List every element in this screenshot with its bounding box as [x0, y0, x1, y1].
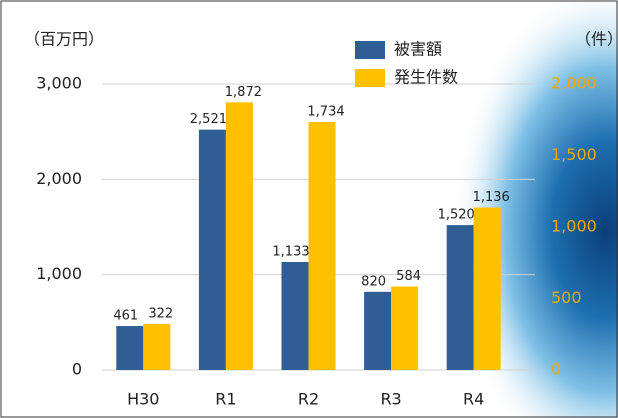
y-tick-label: 3,000	[36, 74, 82, 93]
bar	[447, 225, 474, 370]
y-tick-label: 1,000	[36, 264, 82, 283]
x-tick-label: R2	[298, 390, 319, 409]
data-label: 1,133	[272, 244, 309, 259]
x-tick-label: R3	[380, 390, 401, 409]
data-label: 322	[148, 306, 173, 321]
data-label: 584	[396, 269, 421, 284]
bar	[143, 324, 170, 370]
bar	[474, 208, 501, 370]
y2-axis-label: （件）	[575, 30, 618, 49]
page: {"chart_data": {"type": "bar", "y_label"…	[0, 0, 618, 418]
legend-label: 被害額	[394, 40, 442, 59]
data-label: 820	[361, 274, 386, 289]
y-tick-label: 2,000	[36, 169, 82, 188]
bar	[199, 130, 226, 370]
y2-tick-label: 0	[551, 360, 561, 379]
y-tick-label: 0	[72, 360, 82, 379]
x-tick-label: H30	[127, 390, 159, 409]
x-tick-label: R1	[215, 390, 236, 409]
y-axis-label: （百万円）	[24, 30, 104, 49]
legend-swatch	[355, 69, 385, 87]
bar	[309, 122, 336, 370]
y2-tick-label: 1,500	[551, 145, 597, 164]
legend-label: 発生件数	[394, 68, 458, 87]
bar	[391, 286, 418, 370]
x-tick-label: R4	[463, 390, 484, 409]
y2-tick-label: 500	[551, 288, 582, 307]
data-label: 461	[113, 309, 138, 324]
data-label: 1,872	[225, 85, 262, 100]
data-label: 1,734	[307, 105, 344, 120]
bar	[116, 326, 143, 370]
bar	[282, 262, 309, 370]
bar	[226, 102, 253, 370]
y2-tick-label: 1,000	[551, 217, 597, 236]
data-label: 2,521	[190, 112, 227, 127]
chart: （百万円） （件） 0 1,000 2,000 3,000 0 500 1,000 1,500…	[0, 0, 618, 418]
data-label: 1,520	[438, 208, 475, 223]
data-label: 1,136	[473, 190, 510, 205]
legend-swatch	[355, 41, 385, 59]
y2-tick-label: 2,000	[551, 74, 597, 93]
bar	[364, 292, 391, 370]
